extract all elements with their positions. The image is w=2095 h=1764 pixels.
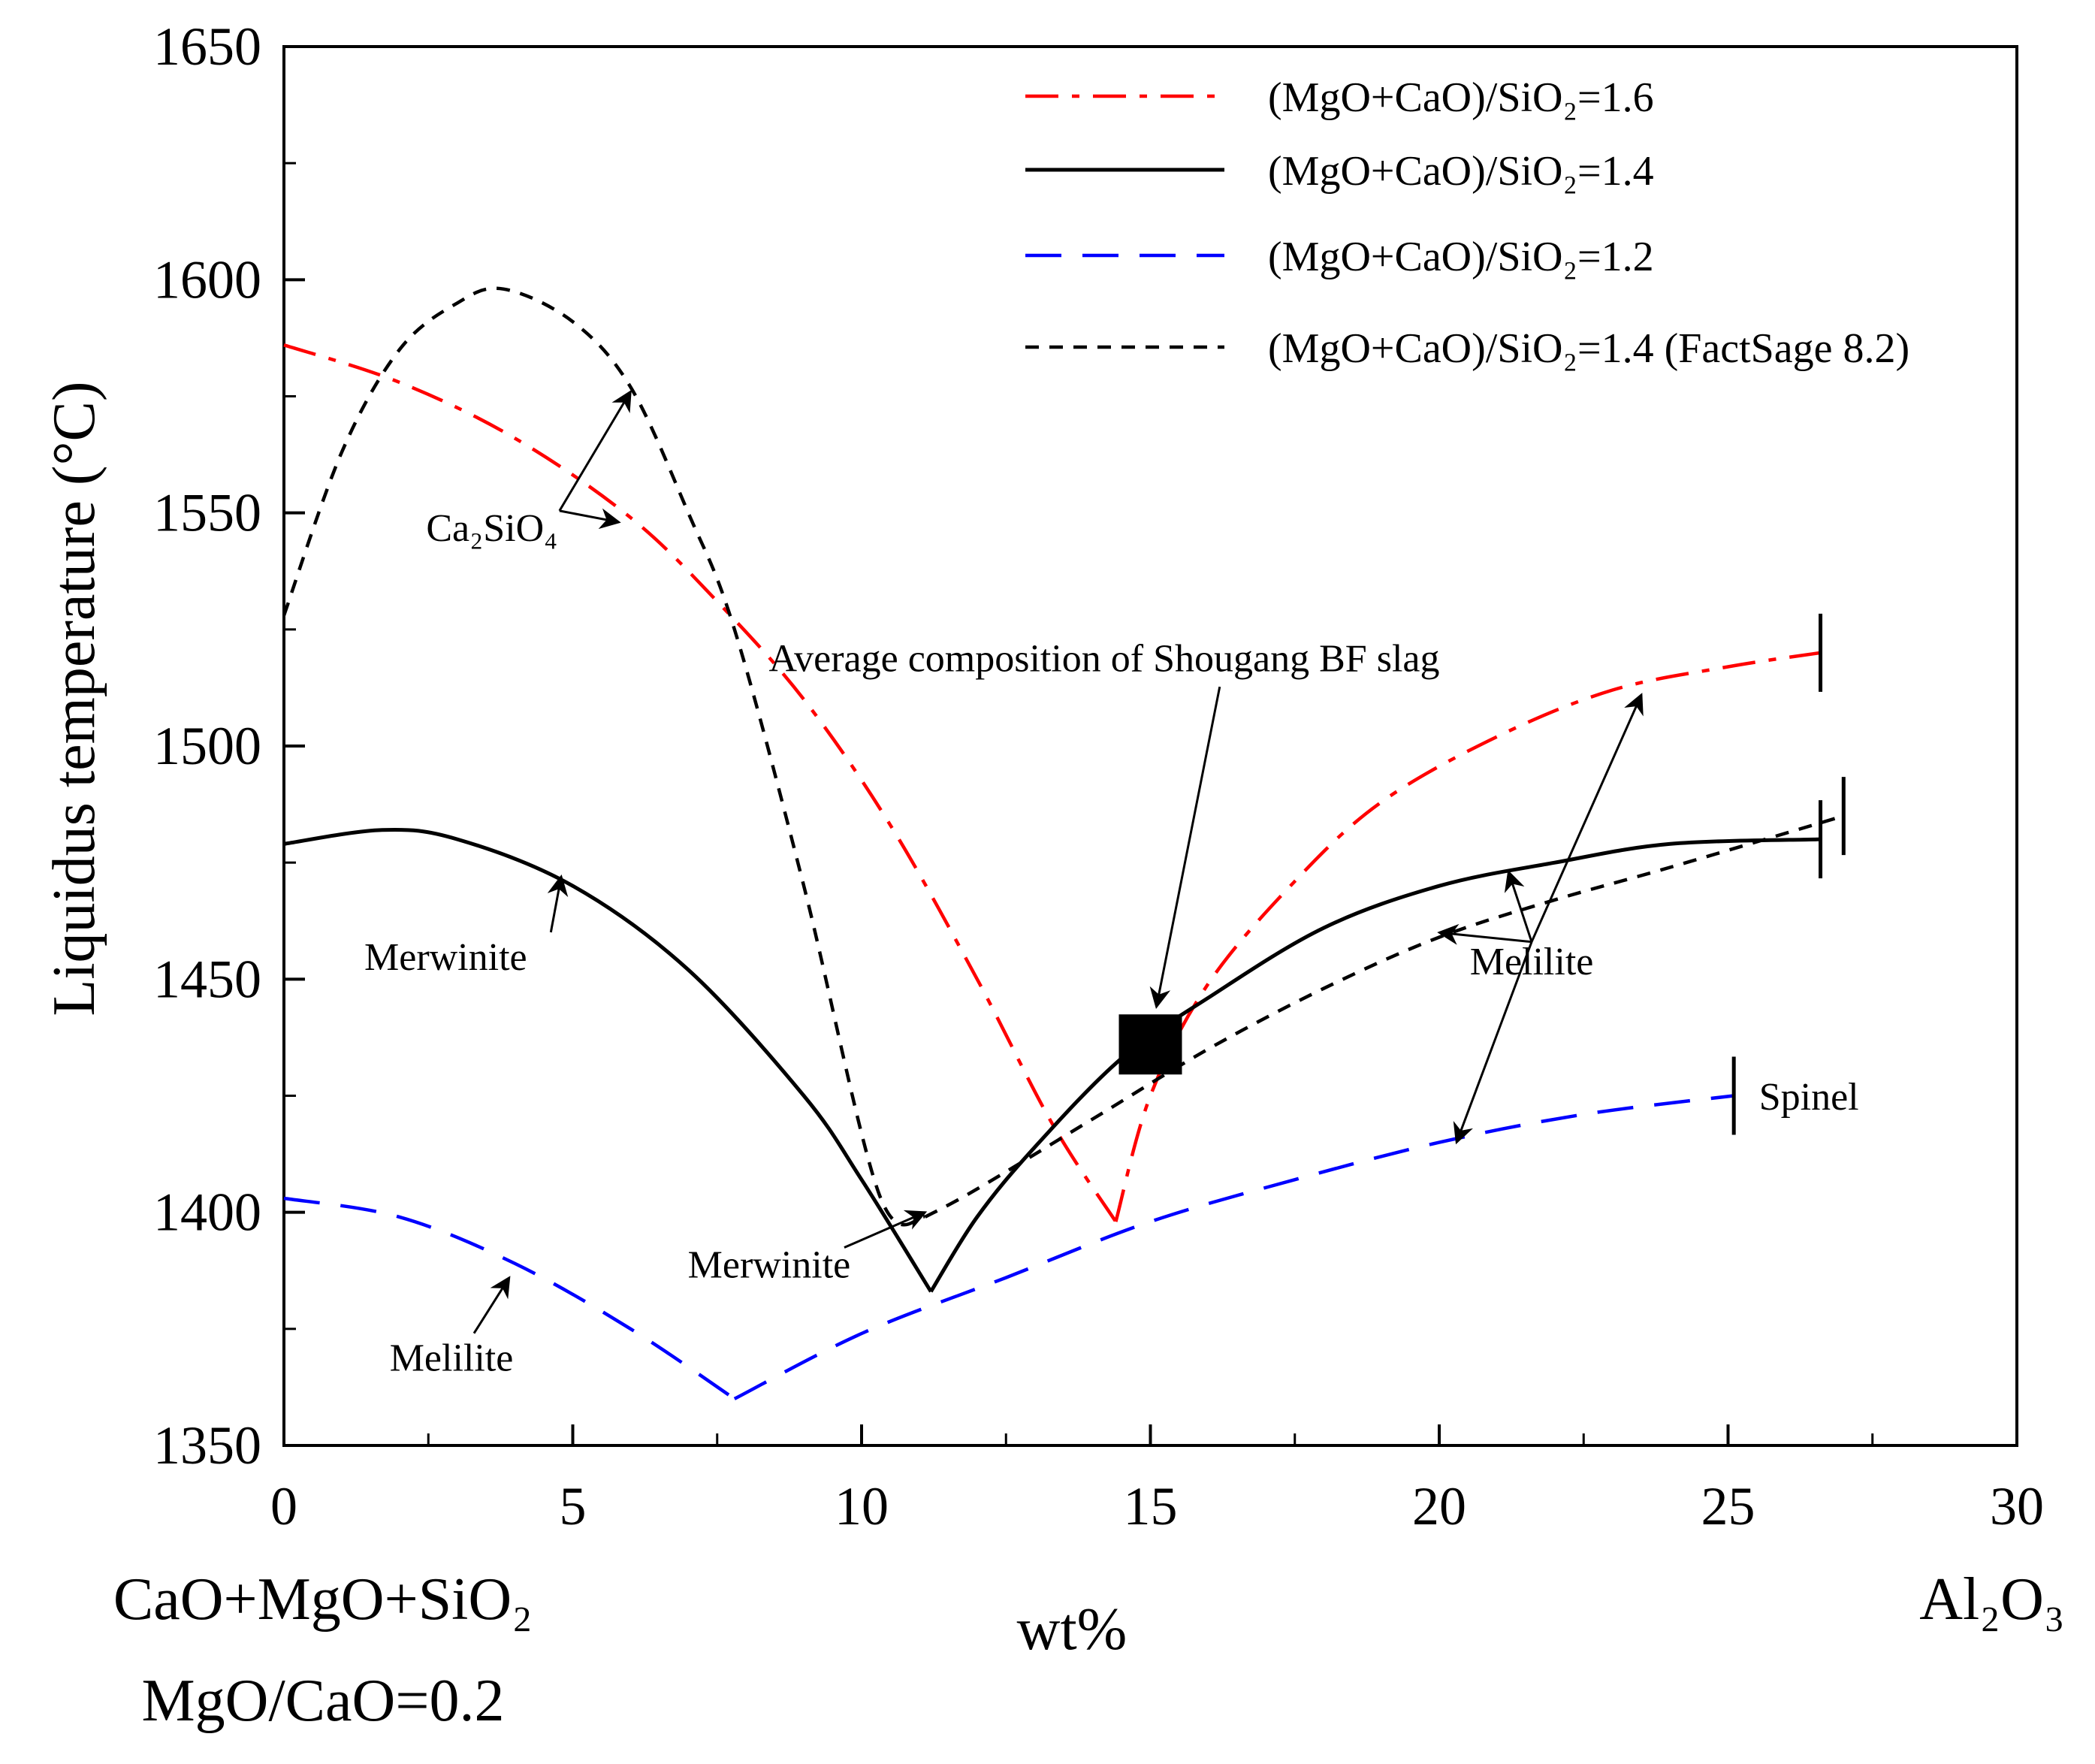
annotation-arrow [1504,869,1533,943]
x-axis-right-endmember: Al₂O₃ [1919,1566,2065,1633]
y-tick-label: 1350 [153,1415,261,1476]
annotation-ca-sio: Ca₂SiO₄ [426,507,557,550]
average-composition-arrow [1149,686,1221,1009]
x-tick-label: 25 [1701,1476,1755,1536]
legend: (MgO+CaO)/SiO₂=1.6 (MgO+CaO)/SiO₂=1.4 (MgO… [1025,74,1909,372]
x-tick-label: 15 [1124,1476,1178,1536]
annotation-melilite: Melilite [390,1337,514,1380]
average-composition-marker [1118,1014,1182,1075]
x-axis-left-ratio: MgO/CaO=0.2 [142,1668,505,1734]
x-tick-label: 30 [1990,1476,2044,1536]
y-tick-label: 1650 [153,17,261,77]
x-tick-label: 0 [270,1476,297,1536]
annotation-arrow [547,874,569,933]
annotation-arrow [558,389,632,512]
annotation-merwinite: Merwinite [688,1244,851,1287]
annotation-layer: Average composition of Shougang BF slag C… [364,389,1859,1380]
y-tick-label: 1450 [153,949,261,1009]
x-axis-title: wt% [1017,1596,1127,1663]
y-tick-label: 1550 [153,483,261,543]
annotation-spinel: Spinel [1759,1076,1859,1119]
x-tick-label: 20 [1412,1476,1466,1536]
annotation-arrow [1437,923,1532,945]
legend-label-mgo-cao-sio-1-2: (MgO+CaO)/SiO₂=1.2 [1268,234,1654,280]
axis-ticks: 0 5 10 15 20 25 30 1350 1400 1450 1500 1550 1600 1650 [153,17,2044,1536]
y-axis-title: Liquidus temperature (°C) [41,381,107,1016]
legend-label-mgo-cao-sio-1-6: (MgO+CaO)/SiO₂=1.6 [1268,74,1654,121]
legend-label-mgo-cao-sio-1-4: (MgO+CaO)/SiO₂=1.4 [1268,148,1654,195]
x-axis-left-endmember: CaO+MgO+SiO₂ [113,1566,533,1633]
annotation-arrow [1453,941,1533,1145]
y-tick-label: 1400 [153,1183,261,1243]
annotation-melilite: Melilite [1470,941,1594,983]
series-layer [282,286,1846,1400]
annotation-arrow [559,508,621,530]
y-tick-label: 1600 [153,249,261,310]
average-composition-label: Average composition of Shougang BF slag [768,638,1439,681]
series-line-mgo-cao-sio-1-4-factsage-8-2 [282,286,1844,1227]
series-line-mgo-cao-sio-1-2 [283,1094,1734,1400]
axis-labels: Liquidus temperature (°C) wt% CaO+MgO+Si… [41,381,2065,1734]
annotation-merwinite: Merwinite [364,936,527,979]
x-tick-label: 10 [835,1476,889,1536]
annotation-arrow [472,1276,511,1334]
x-tick-label: 5 [560,1476,587,1536]
legend-label-mgo-cao-sio-1-4-factsage-8-2: (MgO+CaO)/SiO₂=1.4 (FactSage 8.2) [1268,325,1909,372]
annotation-arrow [1530,693,1644,943]
y-tick-label: 1500 [153,716,261,776]
annotation-arrow [844,1210,928,1249]
